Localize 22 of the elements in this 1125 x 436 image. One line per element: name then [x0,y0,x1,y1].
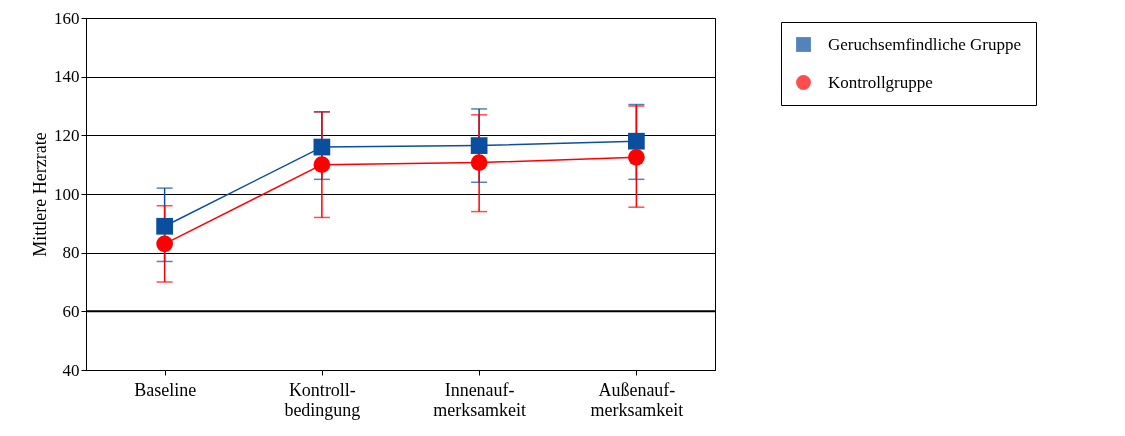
point [156,235,173,253]
x-tick-label: Innenauf- merksamkeit [433,379,527,420]
y-tick-label: 160 [54,8,80,28]
point [470,137,488,154]
y-tick-label: 60 [62,301,80,321]
y-tick-label: 40 [62,360,80,380]
x-tick-label: Außenauf- merksamkeit [590,379,684,420]
x-tick-label: Baseline [134,379,197,400]
y-tick-label: 80 [62,243,80,263]
point [470,154,488,171]
point [313,156,331,174]
legend-label: Kontrollgruppe [828,72,933,92]
point [628,132,645,150]
y-tick-label: 100 [54,184,80,204]
point [313,138,331,156]
point [156,217,173,235]
point [628,148,645,166]
legend-label: Geruchsemfindliche Gruppe [828,34,1022,54]
x-tick-label: Kontroll- bedingung [284,379,361,420]
y-tick-label: 140 [54,67,80,87]
y-tick-label: 120 [54,125,80,145]
y-axis-title: Mittlere Herzrate [30,132,50,257]
